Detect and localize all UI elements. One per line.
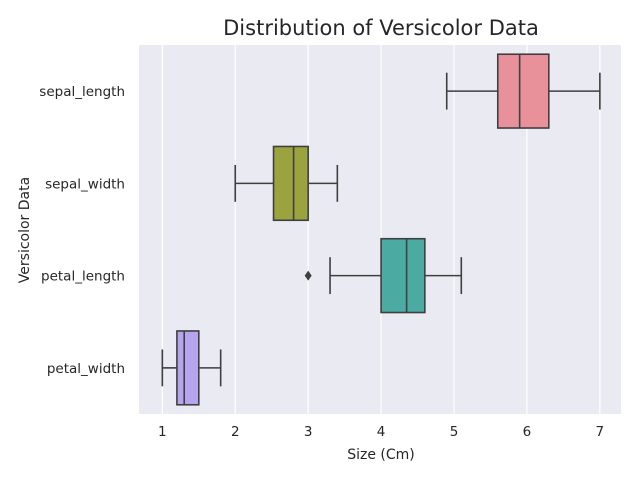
box-sepal_length bbox=[445, 53, 601, 129]
y-tick-label: petal_length bbox=[41, 269, 125, 285]
box-petal_width bbox=[161, 330, 222, 406]
x-tick-label: 2 bbox=[231, 424, 240, 440]
box-iqr bbox=[176, 330, 200, 406]
box-iqr bbox=[496, 53, 550, 129]
x-tick-label: 5 bbox=[450, 424, 459, 440]
box-petal_length bbox=[304, 237, 463, 314]
x-tick-label: 6 bbox=[523, 424, 532, 440]
x-tick-label: 3 bbox=[304, 424, 313, 440]
y-tick-label: sepal_length bbox=[39, 84, 125, 100]
y-axis-label: Versicolor Data bbox=[17, 177, 33, 283]
x-axis-label: Size (Cm) bbox=[347, 447, 415, 463]
box-sepal_width bbox=[234, 145, 339, 222]
x-tick-label: 7 bbox=[596, 424, 605, 440]
box-iqr bbox=[380, 237, 426, 314]
y-tick-label: petal_width bbox=[47, 361, 125, 377]
x-tick-labels: 1 2 3 4 5 6 7 bbox=[158, 424, 604, 440]
y-tick-labels: sepal_length sepal_width petal_lengthpetal… bbox=[39, 84, 125, 377]
chart-title: Distribution of Versicolor Data bbox=[223, 16, 539, 40]
y-tick-label: sepal_width bbox=[45, 176, 125, 192]
box-iqr bbox=[272, 145, 309, 222]
boxes bbox=[161, 53, 601, 406]
grid-lines bbox=[161, 45, 601, 414]
outlier-marker bbox=[304, 270, 312, 281]
x-tick-label: 1 bbox=[158, 424, 167, 440]
x-tick-label: 4 bbox=[377, 424, 386, 440]
